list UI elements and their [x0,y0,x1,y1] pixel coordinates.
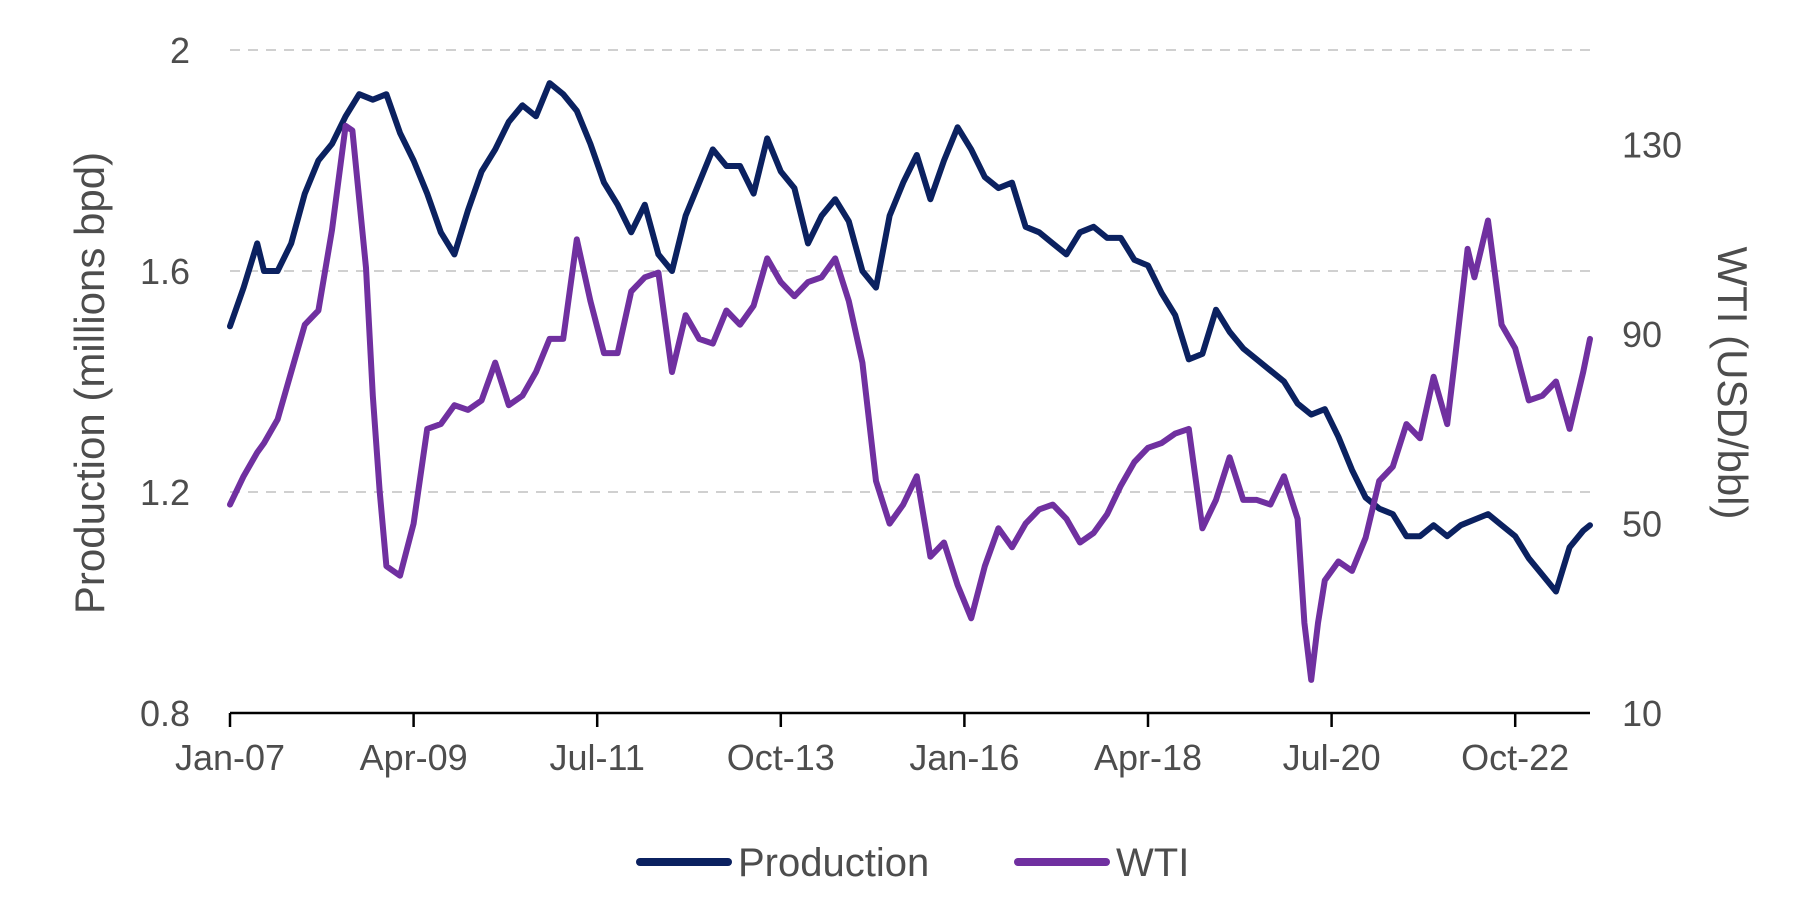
x-tick-label: Oct-13 [727,737,835,778]
y2-tick-label: 50 [1622,504,1662,545]
x-tick-label: Jan-07 [175,737,285,778]
y-tick-label: 2 [170,30,190,71]
x-tick-label: Jul-11 [550,737,645,778]
x-tick-label: Jan-16 [909,737,1019,778]
y-tick-label: 1.6 [140,251,190,292]
legend: Production WTI [636,841,1189,885]
y-axis-title: Production (millions bpd) [66,152,113,614]
x-tick-label: Oct-22 [1461,737,1569,778]
y2-tick-label: 130 [1622,125,1682,166]
y-tick-label: 1.2 [140,472,190,513]
series-line-production [227,80,1593,595]
y2-tick-label: 90 [1622,314,1662,355]
axes [228,711,1590,727]
tick-labels: 0.8 1.2 1.6 2 10 50 90 130 Jan-07 Apr-09 Jul-11 Oct… [140,30,1682,778]
x-tick-label: Apr-09 [360,737,468,778]
legend-label-wti: WTI [1116,841,1189,885]
x-tick-label: Apr-18 [1094,737,1202,778]
y2-axis-title: WTI (USD/bbl) [1709,247,1756,520]
y-tick-label: 0.8 [140,693,190,734]
series-line-wti [227,122,1593,683]
series-lines [227,80,1593,683]
x-tick-label: Jul-20 [1283,737,1381,778]
y2-tick-label: 10 [1622,693,1662,734]
legend-label-production: Production [738,841,929,885]
